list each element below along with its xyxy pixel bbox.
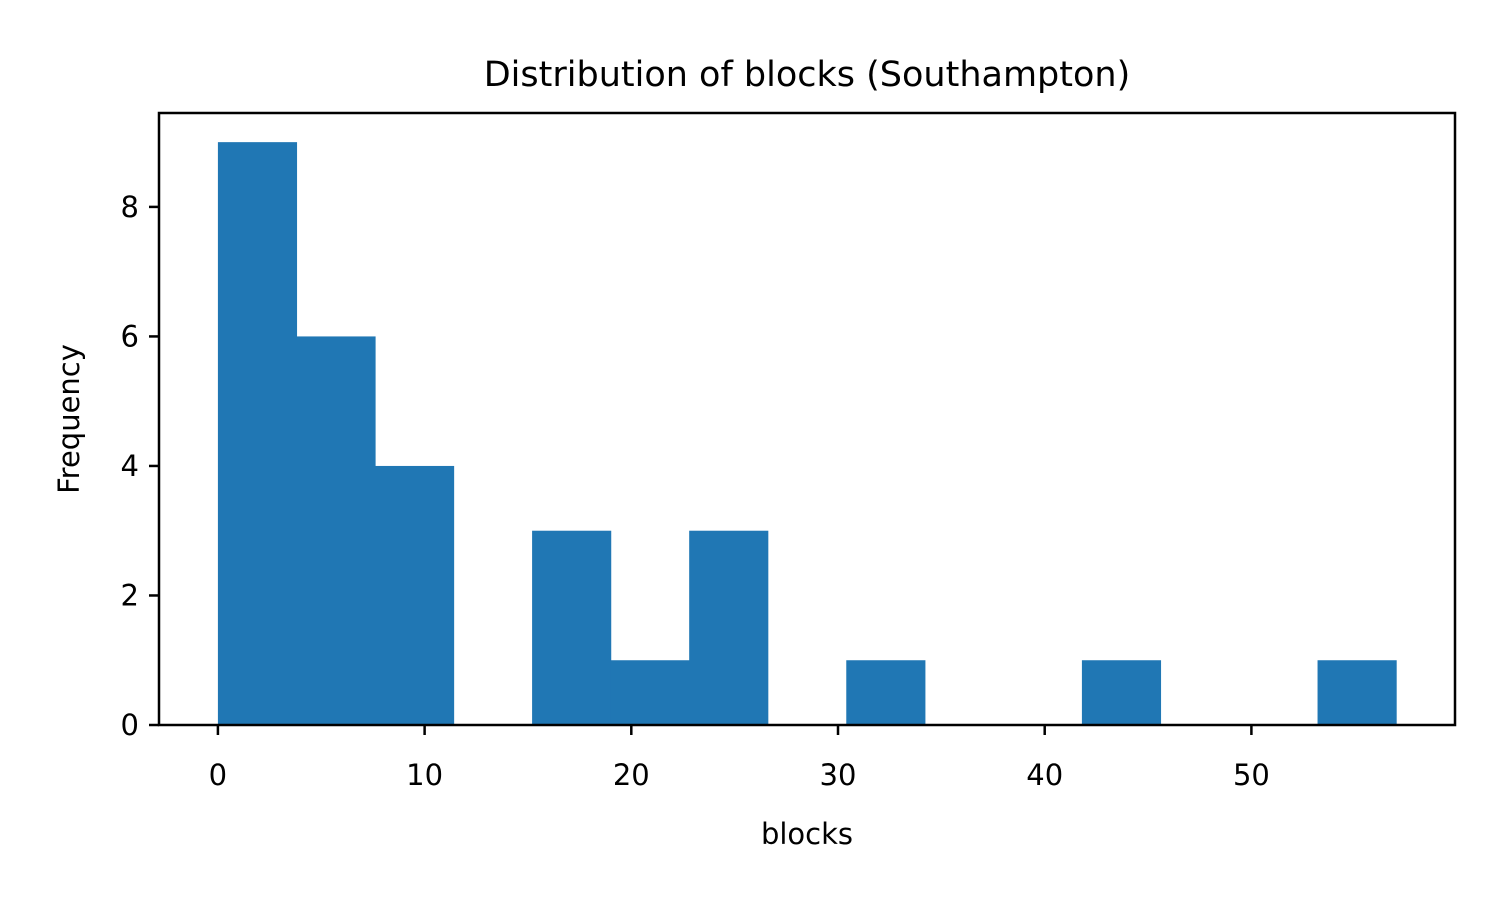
histogram-bar-6 (689, 530, 769, 725)
bars-group (217, 142, 1397, 726)
x-tick-label: 40 (1026, 758, 1063, 792)
histogram-bar-11 (1081, 660, 1162, 725)
x-tick-label: 20 (613, 758, 650, 792)
y-tick-label: 2 (121, 578, 139, 612)
y-tick-label: 4 (121, 449, 139, 483)
histogram-bar-2 (375, 465, 455, 725)
histogram-bar-5 (610, 660, 690, 725)
histogram-bar-0 (217, 142, 298, 726)
y-tick-label: 0 (121, 708, 139, 742)
histogram-bar-1 (296, 336, 376, 725)
x-tick-label: 0 (209, 758, 227, 792)
x-tick-label: 10 (406, 758, 443, 792)
x-axis-ticks: 0 10 20 30 40 50 (209, 725, 1270, 792)
y-axis-label: Frequency (52, 344, 86, 494)
x-tick-label: 50 (1233, 758, 1270, 792)
y-tick-label: 6 (121, 319, 139, 353)
histogram-bar-4 (532, 530, 612, 725)
x-tick-label: 30 (820, 758, 857, 792)
x-axis-label: blocks (761, 817, 853, 851)
chart-title: Distribution of blocks (Southampton) (484, 55, 1131, 95)
y-axis-ticks: 0 2 4 6 8 (121, 190, 159, 742)
plot-frame (157, 111, 1457, 727)
y-tick-label: 8 (121, 190, 139, 224)
histogram-bar-8 (846, 660, 926, 725)
histogram-bar-14 (1317, 660, 1397, 725)
